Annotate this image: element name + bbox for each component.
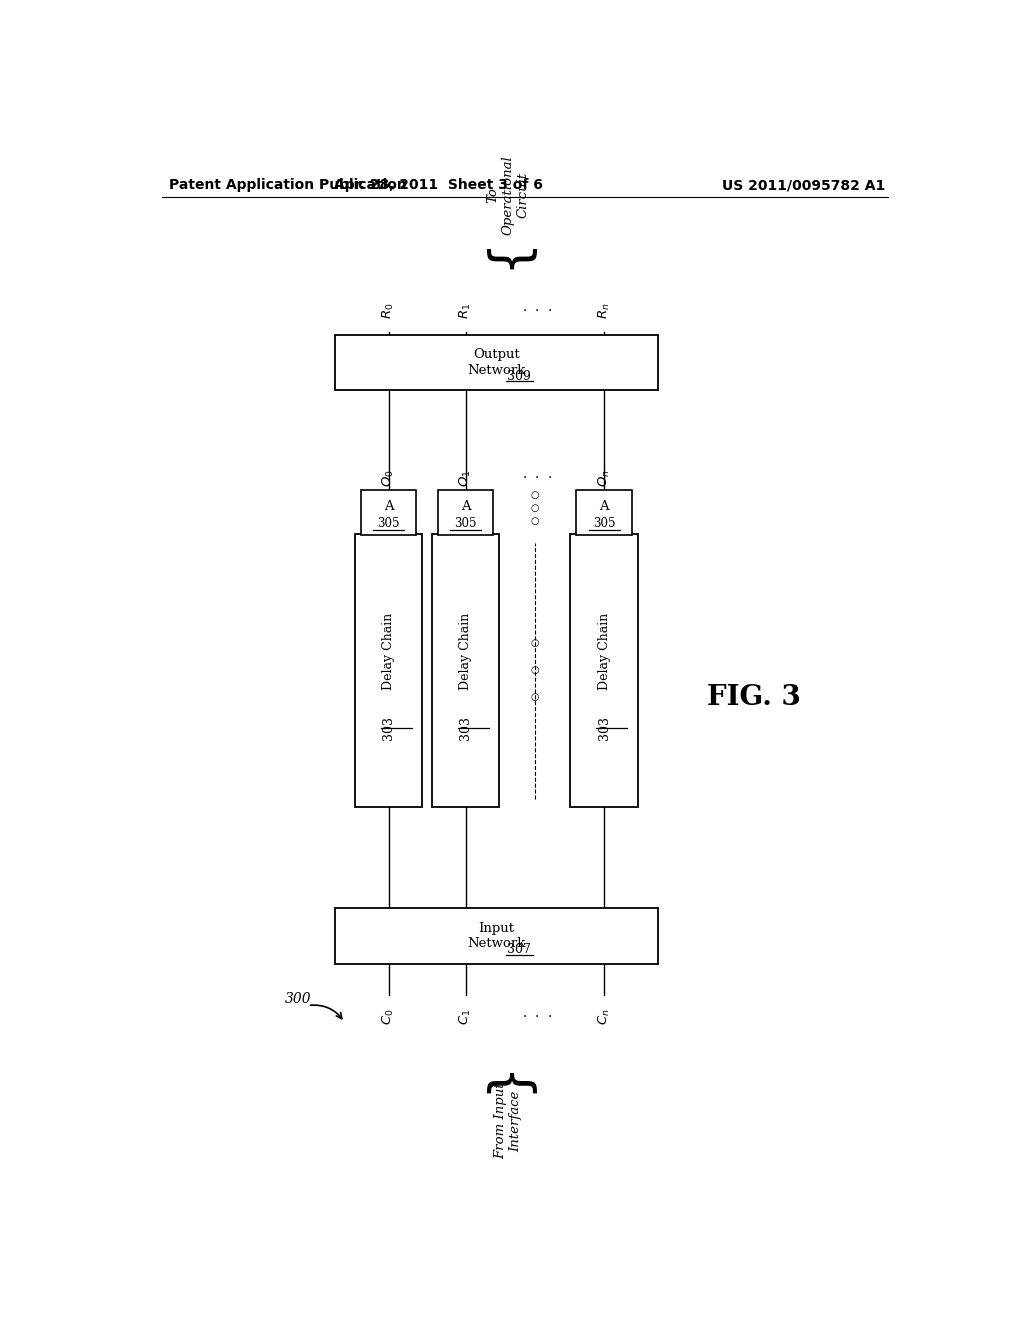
Text: A: A <box>461 500 470 513</box>
Text: Patent Application Publication: Patent Application Publication <box>169 178 407 193</box>
Bar <box>570 533 638 807</box>
Text: ○: ○ <box>530 517 539 527</box>
Text: Network: Network <box>467 937 525 950</box>
Text: Delay Chain: Delay Chain <box>382 612 395 690</box>
Bar <box>438 490 494 535</box>
Text: ○: ○ <box>530 504 539 513</box>
Bar <box>360 490 416 535</box>
Text: ·: · <box>522 1010 527 1024</box>
Bar <box>432 533 500 807</box>
Text: 305: 305 <box>377 517 399 529</box>
Text: 305: 305 <box>593 517 615 529</box>
Text: ·: · <box>522 304 527 318</box>
Text: ·: · <box>535 471 540 484</box>
Text: $R_n$: $R_n$ <box>597 302 611 319</box>
Text: 303: 303 <box>598 717 610 741</box>
Text: ○: ○ <box>530 667 539 675</box>
Text: ○: ○ <box>530 491 539 500</box>
Text: {: { <box>482 235 534 268</box>
Text: 303: 303 <box>459 717 472 741</box>
Text: 303: 303 <box>382 717 395 741</box>
Text: $R_1$: $R_1$ <box>458 302 473 319</box>
Text: $O_1$: $O_1$ <box>458 469 473 487</box>
Text: From Input
Interface: From Input Interface <box>494 1082 522 1159</box>
Bar <box>335 908 658 964</box>
Text: ○: ○ <box>530 639 539 648</box>
Text: To
Operational
Circuit: To Operational Circuit <box>486 156 529 235</box>
Text: 305: 305 <box>455 517 477 529</box>
Text: ○: ○ <box>530 693 539 702</box>
Text: }: } <box>482 1059 534 1093</box>
Text: Input: Input <box>478 921 514 935</box>
Text: $R_0$: $R_0$ <box>381 302 396 319</box>
Text: ·: · <box>547 304 552 318</box>
Text: $O_0$: $O_0$ <box>381 469 396 487</box>
Text: $C_n$: $C_n$ <box>597 1008 611 1026</box>
Text: FIG. 3: FIG. 3 <box>708 684 801 711</box>
Text: A: A <box>384 500 393 513</box>
Text: Network: Network <box>467 363 525 376</box>
Text: ·: · <box>535 1010 540 1024</box>
Text: 300: 300 <box>285 993 311 1006</box>
Text: ·: · <box>547 471 552 484</box>
Text: A: A <box>599 500 609 513</box>
Text: 309: 309 <box>508 370 531 383</box>
Text: $C_1$: $C_1$ <box>458 1008 473 1026</box>
Text: 307: 307 <box>508 944 531 957</box>
Text: ·: · <box>535 304 540 318</box>
Text: Output: Output <box>473 348 520 362</box>
Text: $C_0$: $C_0$ <box>381 1008 396 1026</box>
Text: Delay Chain: Delay Chain <box>459 612 472 690</box>
Text: ·: · <box>547 1010 552 1024</box>
Bar <box>354 533 422 807</box>
Text: Delay Chain: Delay Chain <box>598 612 610 690</box>
Text: Apr. 28, 2011  Sheet 3 of 6: Apr. 28, 2011 Sheet 3 of 6 <box>334 178 543 193</box>
Text: US 2011/0095782 A1: US 2011/0095782 A1 <box>722 178 885 193</box>
Bar <box>335 335 658 391</box>
Text: $O_n$: $O_n$ <box>597 469 611 487</box>
Text: ·: · <box>522 471 527 484</box>
Bar <box>577 490 632 535</box>
